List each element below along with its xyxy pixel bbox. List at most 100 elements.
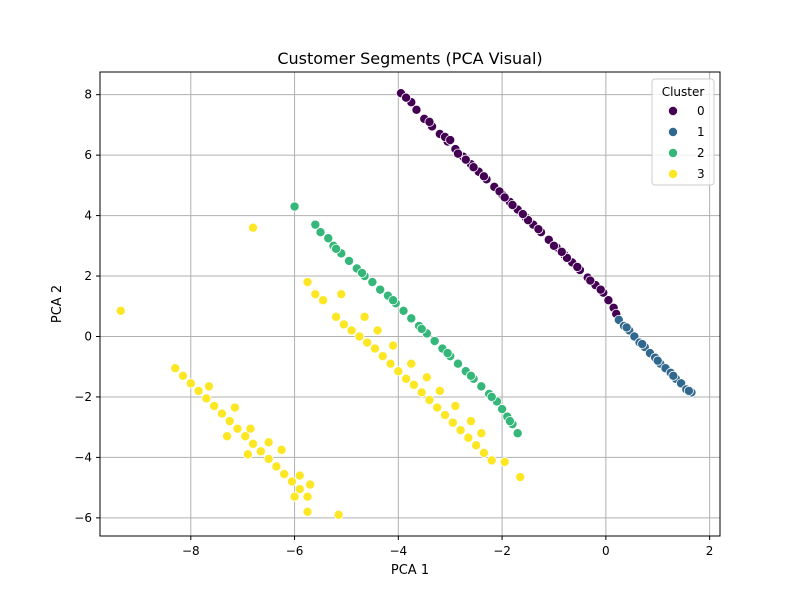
data-point-cluster-3 — [447, 417, 458, 428]
data-point-cluster-3 — [359, 311, 370, 322]
legend: Cluster 0 1 2 3 — [651, 78, 715, 186]
data-point-cluster-0 — [548, 240, 559, 251]
data-point-cluster-2 — [429, 336, 440, 347]
data-point-cluster-2 — [452, 358, 463, 369]
data-point-cluster-3 — [263, 437, 274, 448]
data-point-cluster-3 — [476, 428, 487, 439]
y-tick-label: −4 — [74, 450, 92, 464]
data-point-cluster-3 — [302, 506, 313, 517]
data-point-cluster-3 — [302, 277, 313, 288]
data-point-cluster-3 — [333, 509, 344, 520]
data-point-cluster-3 — [331, 311, 342, 322]
data-point-cluster-2 — [442, 348, 453, 359]
legend-label-cluster-0: 0 — [697, 104, 705, 118]
data-point-cluster-2 — [310, 219, 321, 230]
data-point-cluster-3 — [408, 379, 419, 390]
x-tick-label: −2 — [493, 544, 511, 558]
data-point-cluster-3 — [318, 295, 329, 306]
data-point-cluster-3 — [424, 394, 435, 405]
data-point-cluster-3 — [209, 401, 220, 412]
data-point-cluster-3 — [515, 472, 526, 483]
data-point-cluster-3 — [450, 401, 461, 412]
data-point-cluster-3 — [354, 331, 365, 342]
data-point-cluster-3 — [178, 370, 189, 381]
data-point-cluster-3 — [248, 438, 259, 449]
legend-marker-cluster-0 — [668, 106, 679, 117]
data-point-cluster-3 — [455, 425, 466, 436]
data-point-cluster-3 — [224, 416, 235, 427]
data-point-cluster-3 — [336, 289, 347, 300]
data-point-cluster-3 — [362, 337, 373, 348]
data-point-cluster-3 — [471, 440, 482, 451]
legend-label-cluster-1: 1 — [697, 125, 705, 139]
legend-label-cluster-3: 3 — [697, 167, 705, 181]
data-point-cluster-2 — [476, 381, 487, 392]
y-tick-label: 2 — [84, 269, 92, 283]
data-point-cluster-3 — [421, 372, 432, 383]
data-point-cluster-3 — [346, 325, 357, 336]
y-tick-label: −2 — [74, 390, 92, 404]
data-point-cluster-2 — [388, 295, 399, 306]
data-point-cluster-0 — [507, 200, 518, 211]
data-point-cluster-2 — [465, 370, 476, 381]
y-tick-label: 0 — [84, 329, 92, 343]
data-point-cluster-0 — [478, 171, 489, 182]
data-point-cluster-3 — [248, 222, 259, 233]
data-point-cluster-1 — [621, 322, 632, 333]
data-point-cluster-0 — [533, 224, 544, 235]
data-point-cluster-2 — [416, 323, 427, 334]
data-point-cluster-0 — [585, 275, 596, 286]
data-point-cluster-0 — [401, 92, 412, 103]
data-point-cluster-3 — [193, 385, 204, 396]
data-point-cluster-2 — [512, 428, 523, 439]
data-point-cluster-3 — [242, 449, 253, 460]
data-point-cluster-3 — [478, 447, 489, 458]
y-axis-label: PCA 2 — [50, 285, 65, 323]
data-point-cluster-2 — [367, 277, 378, 288]
data-point-cluster-3 — [432, 402, 443, 413]
data-point-cluster-0 — [460, 154, 471, 165]
y-tick-label: 4 — [84, 209, 92, 223]
legend-label-cluster-2: 2 — [697, 146, 705, 160]
data-point-cluster-0 — [468, 162, 479, 173]
data-point-cluster-3 — [385, 358, 396, 369]
data-point-cluster-0 — [445, 135, 456, 146]
legend-marker-cluster-3 — [668, 168, 679, 179]
data-point-cluster-2 — [323, 233, 334, 244]
data-point-cluster-2 — [331, 243, 342, 254]
axis-ticks: −8 −6 −4 −2 0 2 −6 −4 −2 0 2 4 6 8 — [74, 88, 713, 558]
data-point-cluster-3 — [416, 387, 427, 398]
data-point-cluster-3 — [289, 491, 300, 502]
data-point-cluster-1 — [652, 355, 663, 366]
data-point-cluster-3 — [279, 469, 290, 480]
data-point-cluster-2 — [315, 227, 326, 238]
data-point-cluster-3 — [170, 363, 181, 374]
data-point-cluster-3 — [440, 410, 451, 421]
data-point-cluster-3 — [286, 476, 297, 487]
plot-frame — [99, 71, 721, 537]
y-tick-label: 8 — [84, 88, 92, 102]
data-point-cluster-3 — [229, 402, 240, 413]
data-point-cluster-3 — [401, 373, 412, 384]
data-point-cluster-2 — [289, 201, 300, 212]
data-point-cluster-2 — [344, 255, 355, 266]
data-point-cluster-3 — [302, 491, 313, 502]
data-point-cluster-3 — [310, 289, 321, 300]
data-point-cluster-2 — [357, 268, 368, 279]
data-point-cluster-3 — [393, 366, 404, 377]
data-point-cluster-1 — [683, 385, 694, 396]
x-tick-label: −4 — [389, 544, 407, 558]
x-tick-label: 2 — [706, 544, 714, 558]
data-point-cluster-3 — [276, 444, 287, 455]
data-point-cluster-3 — [463, 432, 474, 443]
data-point-cluster-3 — [263, 453, 274, 464]
y-tick-label: −6 — [74, 511, 92, 525]
data-point-cluster-3 — [369, 343, 380, 354]
x-tick-label: 0 — [602, 544, 610, 558]
y-tick-label: 6 — [84, 148, 92, 162]
data-point-cluster-3 — [201, 393, 212, 404]
data-point-cluster-3 — [232, 423, 243, 434]
data-point-cluster-0 — [556, 246, 567, 257]
